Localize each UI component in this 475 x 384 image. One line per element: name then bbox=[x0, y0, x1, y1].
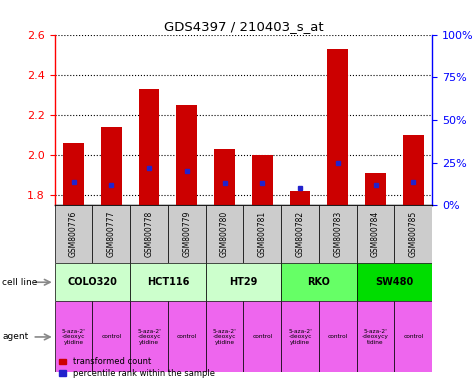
Text: 5-aza-2'
-deoxyc
ytidine: 5-aza-2' -deoxyc ytidine bbox=[288, 329, 312, 345]
Bar bbox=[206, 301, 243, 372]
Bar bbox=[55, 263, 130, 301]
Bar bbox=[168, 301, 206, 372]
Bar bbox=[130, 205, 168, 263]
Bar bbox=[243, 301, 281, 372]
Bar bbox=[281, 205, 319, 263]
Text: GSM800781: GSM800781 bbox=[258, 211, 267, 257]
Bar bbox=[365, 173, 386, 205]
Text: GSM800777: GSM800777 bbox=[107, 211, 116, 257]
Text: control: control bbox=[177, 334, 197, 339]
Bar bbox=[168, 205, 206, 263]
Bar bbox=[206, 263, 281, 301]
Bar bbox=[63, 143, 84, 205]
Bar bbox=[139, 89, 160, 205]
Text: SW480: SW480 bbox=[375, 277, 414, 287]
Text: agent: agent bbox=[2, 333, 28, 341]
Text: RKO: RKO bbox=[307, 277, 331, 287]
Bar bbox=[214, 149, 235, 205]
Title: GDS4397 / 210403_s_at: GDS4397 / 210403_s_at bbox=[163, 20, 323, 33]
Bar bbox=[55, 205, 92, 263]
Text: GSM800784: GSM800784 bbox=[371, 211, 380, 257]
Bar bbox=[281, 301, 319, 372]
Legend: transformed count, percentile rank within the sample: transformed count, percentile rank withi… bbox=[59, 358, 215, 378]
Bar bbox=[403, 135, 424, 205]
Text: control: control bbox=[101, 334, 122, 339]
Text: 5-aza-2'
-deoxyc
ytidine: 5-aza-2' -deoxyc ytidine bbox=[137, 329, 161, 345]
Bar bbox=[319, 301, 357, 372]
Bar bbox=[395, 205, 432, 263]
Bar bbox=[319, 205, 357, 263]
Bar bbox=[92, 301, 130, 372]
Text: GSM800785: GSM800785 bbox=[409, 211, 418, 257]
Text: HT29: HT29 bbox=[229, 277, 257, 287]
Bar bbox=[176, 105, 197, 205]
Bar bbox=[290, 191, 311, 205]
Text: cell line: cell line bbox=[2, 278, 38, 287]
Bar bbox=[252, 155, 273, 205]
Text: control: control bbox=[252, 334, 273, 339]
Bar bbox=[92, 205, 130, 263]
Text: GSM800782: GSM800782 bbox=[295, 211, 304, 257]
Bar bbox=[130, 301, 168, 372]
Text: GSM800779: GSM800779 bbox=[182, 211, 191, 257]
Text: COLO320: COLO320 bbox=[67, 277, 117, 287]
Bar bbox=[130, 263, 206, 301]
Bar bbox=[395, 301, 432, 372]
Text: 5-aza-2'
-deoxyc
ytidine: 5-aza-2' -deoxyc ytidine bbox=[62, 329, 86, 345]
Text: GSM800780: GSM800780 bbox=[220, 211, 229, 257]
Text: HCT116: HCT116 bbox=[147, 277, 189, 287]
Text: control: control bbox=[403, 334, 424, 339]
Bar bbox=[327, 49, 348, 205]
Bar bbox=[206, 205, 243, 263]
Bar bbox=[357, 301, 394, 372]
Text: GSM800783: GSM800783 bbox=[333, 211, 342, 257]
Bar bbox=[55, 301, 92, 372]
Text: control: control bbox=[328, 334, 348, 339]
Text: 5-aza-2'
-deoxyc
ytidine: 5-aza-2' -deoxyc ytidine bbox=[213, 329, 237, 345]
Text: GSM800778: GSM800778 bbox=[144, 211, 153, 257]
Bar bbox=[243, 205, 281, 263]
Bar bbox=[281, 263, 357, 301]
Bar bbox=[357, 205, 394, 263]
Text: 5-aza-2'
-deoxycy
tidine: 5-aza-2' -deoxycy tidine bbox=[362, 329, 389, 345]
Bar bbox=[357, 263, 432, 301]
Text: GSM800776: GSM800776 bbox=[69, 211, 78, 257]
Bar bbox=[101, 127, 122, 205]
